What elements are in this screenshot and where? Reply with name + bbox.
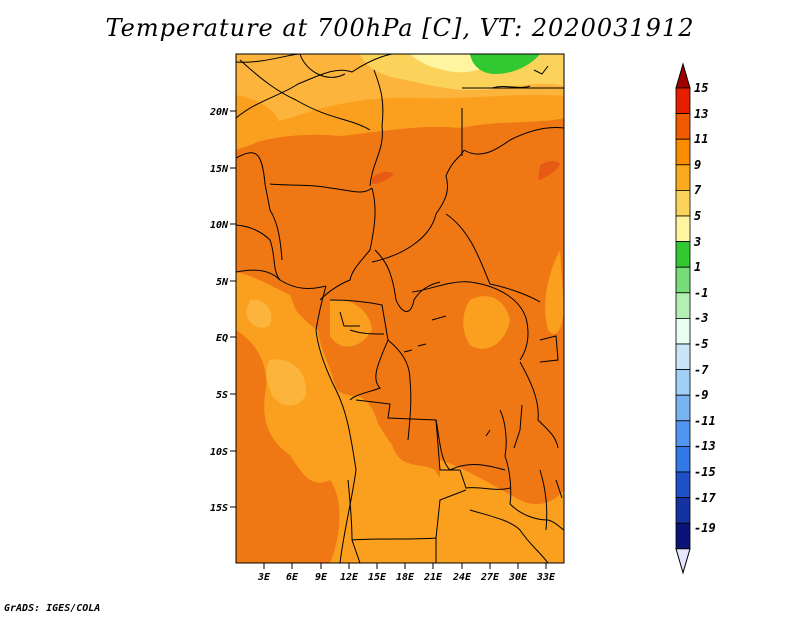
colorbar-segment	[675, 369, 691, 396]
colorbar-segment	[675, 497, 691, 524]
colorbar-labels: 15 13 11 9 7 5 3 1 -1 -3 -5 -7 -9 -11 -1…	[693, 81, 716, 535]
colorbar-segment	[675, 164, 691, 191]
lon-labels: 3E 6E 9E 12E 15E 18E 21E 24E 27E 30E 33E	[257, 572, 556, 583]
cb-label-m11: -11	[694, 414, 716, 428]
colorbar-segment	[675, 522, 691, 550]
lat-label-10n: 10N	[210, 220, 229, 231]
cb-label-9: 9	[694, 158, 701, 172]
cb-label-m1: -1	[694, 286, 708, 300]
lat-label-10s: 10S	[210, 447, 228, 458]
colorbar-segment	[675, 394, 691, 422]
lat-label-15s: 15S	[210, 503, 228, 514]
lat-label-15n: 15N	[210, 164, 229, 175]
field-dark-region	[236, 118, 564, 563]
cb-label-m13: -13	[694, 439, 716, 453]
cb-label-m9: -9	[694, 388, 708, 402]
lon-label-33e: 33E	[536, 572, 556, 583]
colorbar-segment	[675, 189, 691, 217]
cb-label-5: 5	[694, 209, 701, 223]
lon-label-18e: 18E	[396, 572, 415, 583]
field-green-patch	[470, 54, 540, 74]
cb-label-13: 13	[694, 107, 708, 121]
cb-label-3: 3	[693, 235, 701, 249]
colorbar-segment	[675, 266, 691, 294]
colorbar-segment	[675, 471, 691, 499]
colorbar-segment	[675, 317, 691, 345]
colorbar-segment	[675, 292, 691, 319]
colorbar-segment	[675, 343, 691, 371]
colorbar-segment	[675, 113, 691, 140]
lon-label-27e: 27E	[480, 572, 500, 583]
colorbar-segment	[675, 215, 691, 243]
colorbar-bottom-arrow	[675, 548, 691, 575]
cb-label-1: 1	[694, 260, 701, 274]
lat-labels: 20N 15N 10N 5N EQ 5S 10S 15S	[209, 107, 229, 514]
colorbar-segment	[675, 420, 691, 447]
colorbar-segment	[675, 138, 691, 166]
cb-label-m19: -19	[694, 521, 716, 535]
cb-label-m7: -7	[694, 363, 709, 377]
lat-label-5s: 5S	[216, 390, 228, 401]
lon-label-9e: 9E	[315, 572, 328, 583]
lon-label-6e: 6E	[286, 572, 299, 583]
lat-ticks	[230, 110, 236, 508]
cb-label-7: 7	[694, 183, 702, 197]
lat-label-5n: 5N	[216, 277, 229, 288]
temperature-field	[236, 54, 564, 563]
lon-label-3e: 3E	[257, 572, 271, 583]
lon-label-30e: 30E	[508, 572, 528, 583]
colorbar-top-arrow	[675, 62, 691, 89]
cb-label-11: 11	[694, 132, 708, 146]
plot-title: Temperature at 700hPa [C], VT: 202003191…	[105, 14, 695, 42]
cb-label-m15: -15	[694, 465, 716, 479]
lon-label-21e: 21E	[423, 572, 443, 583]
colorbar-segment	[675, 87, 691, 115]
colorbar	[675, 62, 691, 575]
lon-label-12e: 12E	[340, 572, 359, 583]
lon-ticks	[263, 563, 547, 569]
lon-label-15e: 15E	[368, 572, 387, 583]
colorbar-segment	[675, 445, 691, 473]
lat-label-eq: EQ	[216, 333, 228, 344]
cb-label-m3: -3	[694, 311, 708, 325]
lon-label-24e: 24E	[452, 572, 472, 583]
cb-label-m5: -5	[694, 337, 708, 351]
lat-label-20n: 20N	[209, 107, 229, 118]
cb-label-15: 15	[694, 81, 708, 95]
colorbar-segment	[675, 241, 691, 268]
country-boundaries	[236, 54, 564, 563]
grads-credit: GrADS: IGES/COLA	[4, 603, 101, 614]
map-frame	[235, 53, 565, 564]
cb-label-m17: -17	[694, 491, 716, 505]
